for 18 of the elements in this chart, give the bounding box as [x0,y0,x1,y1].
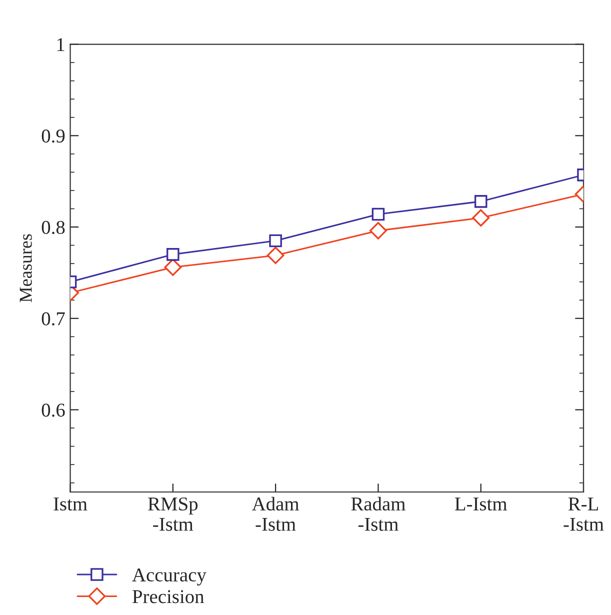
x-tick-label: Radam -Istm [351,496,406,531]
x-tick-label: R-L -Istm [564,498,604,531]
y-tick-label: 0.9 [42,129,65,143]
x-tick-label: RMSp -Istm [148,497,198,531]
point [370,222,387,240]
x-tick-label: Istm [54,498,88,511]
point [372,208,385,221]
legend-label: Precision [132,590,204,604]
y-tick-label: 0.8 [42,220,65,234]
x-tick-label: Adam -Istm [252,496,300,531]
y-tick-label: 0.7 [42,312,65,326]
legend-label: Accuracy [132,568,206,586]
x-tick-label: L-Istm [454,498,508,511]
y-tick-label: 0.6 [42,404,65,417]
point [266,246,284,264]
point [269,234,282,248]
y-tick-label: 1 [57,38,64,52]
y-axis-title: Measures [20,234,32,302]
